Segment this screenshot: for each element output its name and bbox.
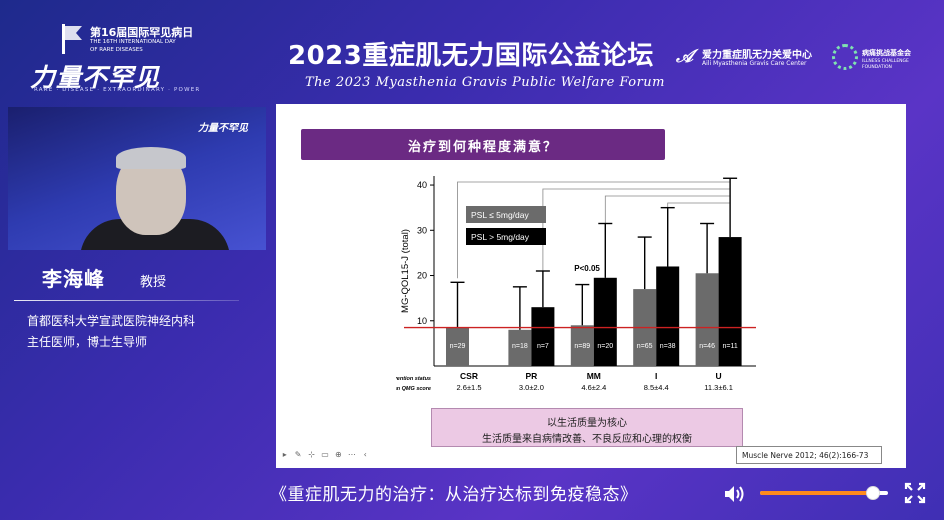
bar-n-label: n=29 — [450, 343, 466, 350]
bar-n-label: n=89 — [574, 343, 590, 350]
bar-mm-high — [593, 277, 617, 366]
bar-n-label: n=20 — [597, 343, 613, 350]
event-name-en-1: THE 16TH INTERNATIONAL DAY — [90, 39, 176, 45]
player-bar: 《重症肌无力的治疗：从治疗达标到免疫稳态》 — [0, 472, 944, 520]
bar-n-label: n=46 — [699, 343, 715, 350]
qmg-score-label: 8.5±4.4 — [644, 383, 669, 392]
bar-mm-low — [570, 325, 594, 366]
x-category-label: I — [655, 371, 657, 381]
x-category-label: U — [716, 371, 722, 381]
summary-line-1: 以生活质量为核心 — [547, 418, 627, 429]
pen-icon[interactable]: ✎ — [294, 449, 302, 459]
pointer-icon[interactable]: ⊹ — [308, 449, 315, 459]
y-axis-title: MG-QOL15-J (total) — [400, 229, 411, 313]
partner-logo-aili: 𝒜 爱力重症肌无力关爱中心 Aili Myasthenia Gravis Car… — [676, 44, 826, 74]
presentation-slide: 治疗到何种程度满意？ 10 20 30 40 MG-QOL15-J (total) n=2… — [276, 104, 906, 468]
y-tick-label: 20 — [417, 271, 427, 281]
qmg-score-label: 4.6±2.4 — [581, 383, 606, 392]
bar-u-low — [695, 273, 719, 366]
y-tick-label: 10 — [417, 316, 427, 326]
event-name-en-2: OF RARE DISEASES — [90, 47, 143, 53]
event-logo: 第16届国际罕见病日 THE 16TH INTERNATIONAL DAY OF… — [30, 22, 210, 93]
aili-logo-icon: 𝒜 — [676, 46, 694, 67]
volume-slider[interactable] — [760, 486, 888, 500]
slide-toolbar: ▸ ✎ ⊹ ▭ ⊕ ⋯ ‹ — [278, 446, 370, 463]
bar-pr-low — [508, 329, 532, 366]
bar-n-label: n=38 — [660, 343, 676, 350]
bar-i-high — [656, 266, 680, 366]
more-icon[interactable]: ⋯ — [347, 449, 356, 459]
partner1-name-en: Aili Myasthenia Gravis Care Center — [702, 60, 807, 67]
slide-title: 治疗到何种程度满意？ — [407, 140, 558, 155]
speaker-divider — [14, 300, 239, 301]
speaker-affiliation-1: 首都医科大学宣武医院神经内科 — [27, 314, 196, 328]
citation: Muscle Nerve 2012; 46(2):166-73 — [736, 446, 882, 464]
significance-bracket — [667, 202, 731, 234]
legend-label: PSL > 5mg/day — [471, 232, 530, 242]
illness-challenge-logo-icon — [832, 44, 858, 70]
bar-csr-low — [446, 327, 469, 366]
partner1-name-cn: 爱力重症肌无力关爱中心 — [702, 50, 812, 61]
qmg-score-label: 11.3±6.1 — [704, 383, 733, 392]
summary-line-2: 生活质量来自病情改善、不良反应和心理的权衡 — [482, 434, 692, 445]
slides-icon[interactable]: ▭ — [321, 449, 329, 459]
zoom-icon[interactable]: ⊕ — [335, 449, 342, 459]
play-icon[interactable]: ▸ — [282, 449, 287, 459]
speaker-video-feed[interactable]: 力量不罕见 — [8, 107, 266, 250]
legend-label: PSL ≤ 5mg/day — [471, 210, 529, 220]
bar-n-label: n=65 — [637, 343, 653, 350]
row-label-qmg: Mean QMG score — [396, 386, 431, 392]
forum-subtitle: The 2023 Myasthenia Gravis Public Welfar… — [305, 75, 665, 90]
volume-slider-fill — [760, 491, 873, 495]
partner2-name-en-2: FOUNDATION — [862, 65, 892, 70]
brand-tagline: RARE · DISEASE · EXTRAORDINARY · POWER — [34, 87, 201, 93]
volume-slider-thumb[interactable] — [865, 486, 880, 500]
x-category-label: CSR — [460, 371, 478, 381]
legend-swatch — [466, 206, 546, 223]
x-category-label: MM — [587, 371, 601, 381]
speaker-affiliation-2: 主任医师，博士生导师 — [27, 335, 148, 349]
x-category-label: PR — [525, 371, 537, 381]
qol-bar-chart: 10 20 30 40 MG-QOL15-J (total) n=29 n=18 n=89 n=… — [396, 176, 756, 392]
bar-pr-high — [531, 307, 555, 366]
partner2-name-en-1: ILLNESS CHALLENGE — [862, 59, 909, 64]
partner-logo-illness-challenge: 病痛挑战基金会 ILLNESS CHALLENGE FOUNDATION — [832, 42, 942, 76]
speaker-title: 教授 — [140, 275, 167, 290]
y-tick-label: 30 — [417, 225, 427, 235]
volume-icon[interactable] — [722, 482, 746, 506]
event-name-cn: 第16届国际罕见病日 — [90, 26, 194, 39]
bar-n-label: n=7 — [537, 343, 549, 350]
legend-swatch — [466, 228, 546, 245]
bar-n-label: n=18 — [512, 343, 528, 350]
brand-logo-text: 力量不罕见 — [30, 63, 161, 92]
qmg-score-label: 2.6±1.5 — [457, 383, 482, 392]
slide-title-bar: 治疗到何种程度满意？ — [301, 129, 665, 160]
row-label-status: Postintervention status — [396, 376, 431, 382]
qmg-score-label: 3.0±2.0 — [519, 383, 544, 392]
prev-icon[interactable]: ‹ — [363, 449, 367, 459]
y-tick-label: 40 — [417, 180, 427, 190]
rare-disease-flag-icon — [62, 24, 82, 54]
forum-title: 2023重症肌无力国际公益论坛 — [288, 41, 654, 71]
summary-box: 以生活质量为核心 生活质量来自病情改善、不良反应和心理的权衡 — [431, 408, 743, 447]
partner2-name-cn: 病痛挑战基金会 — [862, 49, 911, 57]
fullscreen-icon[interactable] — [903, 481, 927, 505]
speaker-name: 李海峰 — [42, 267, 105, 291]
bar-n-label: n=11 — [722, 343, 737, 350]
talk-title-caption: 《重症肌无力的治疗：从治疗达标到免疫稳态》 — [270, 485, 638, 505]
speaker-hair — [116, 147, 186, 169]
video-brand-logo: 力量不罕见 — [198, 123, 248, 134]
bar-u-high — [718, 237, 742, 366]
p-value-label: P<0.05 — [574, 264, 600, 273]
